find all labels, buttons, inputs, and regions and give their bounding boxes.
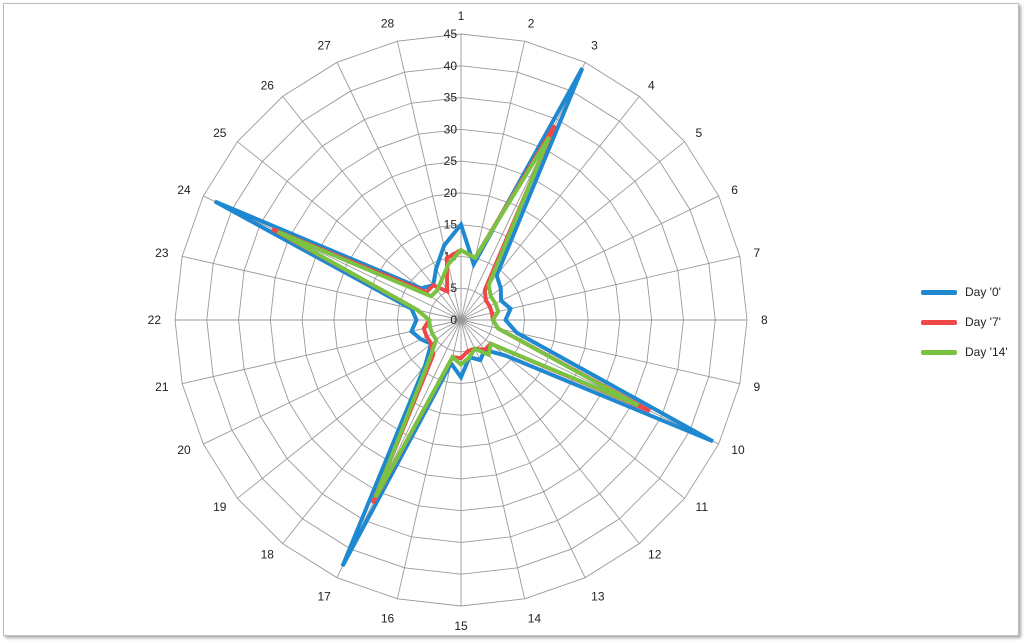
legend-swatch: [921, 289, 957, 295]
category-label: 23: [155, 246, 169, 260]
grid-spoke: [460, 319, 640, 544]
series-3: [276, 135, 640, 499]
category-label: 9: [753, 380, 760, 394]
category-label: 16: [381, 611, 395, 625]
radar-grid: [174, 33, 748, 607]
grid-spoke: [460, 195, 719, 321]
series-1: [213, 67, 714, 568]
category-label: 25: [213, 126, 227, 140]
legend-label: Day '14': [965, 345, 1008, 359]
grid-spoke: [460, 41, 526, 321]
legend-item: Day '0': [921, 285, 1001, 299]
legend-swatch: [921, 319, 957, 325]
grid-spoke: [460, 319, 719, 445]
series-line: [276, 135, 640, 499]
radial-tick-label: 0: [450, 313, 457, 327]
grid-spoke: [460, 319, 526, 599]
radial-tick-label: 40: [444, 59, 458, 73]
category-label: 2: [528, 17, 535, 31]
category-label: 15: [454, 619, 468, 633]
radial-tick-label: 30: [444, 122, 458, 136]
category-label: 26: [261, 78, 275, 92]
category-label: 28: [381, 17, 395, 31]
grid-spoke: [460, 319, 740, 385]
category-labels: 1234567891011121314151617181920212223242…: [148, 9, 768, 633]
category-label: 4: [648, 78, 655, 92]
category-label: 27: [317, 39, 331, 53]
legend-label: Day '7': [965, 315, 1001, 329]
category-label: 13: [591, 589, 605, 603]
grid-spoke: [460, 255, 740, 321]
legend-item: Day '7': [921, 315, 1001, 329]
grid-spoke: [182, 319, 462, 385]
grid-spoke: [282, 96, 462, 321]
category-label: 7: [753, 246, 760, 260]
grid-spoke: [460, 62, 586, 321]
category-label: 5: [696, 126, 703, 140]
category-label: 24: [177, 183, 191, 197]
grid-spoke: [203, 319, 462, 445]
grid-spoke: [460, 319, 586, 578]
category-label: 11: [696, 500, 709, 514]
category-label: 6: [731, 183, 738, 197]
category-label: 20: [177, 443, 191, 457]
legend-item: Day '14': [921, 345, 1008, 359]
series-line: [213, 67, 714, 568]
category-label: 12: [648, 548, 662, 562]
category-label: 19: [213, 500, 227, 514]
category-label: 8: [761, 313, 768, 327]
category-label: 10: [731, 443, 745, 457]
radial-tick-label: 45: [444, 27, 458, 41]
radial-tick-label: 15: [444, 218, 458, 232]
radial-tick-label: 5: [450, 281, 457, 295]
legend-label: Day '0': [965, 285, 1001, 299]
category-label: 18: [261, 548, 275, 562]
legend-swatch: [921, 349, 957, 355]
grid-spoke: [460, 141, 685, 321]
chart-frame: [3, 3, 1019, 636]
radial-tick-label: 20: [444, 186, 458, 200]
grid-spoke: [460, 319, 685, 499]
radial-tick-label: 35: [444, 91, 458, 105]
grid-spoke: [237, 319, 462, 499]
category-label: 17: [317, 589, 331, 603]
category-label: 22: [148, 313, 162, 327]
category-label: 14: [528, 611, 542, 625]
grid-spoke: [336, 62, 462, 321]
grid-spoke: [396, 41, 462, 321]
category-label: 21: [155, 380, 169, 394]
category-label: 3: [591, 39, 598, 53]
category-label: 1: [458, 9, 465, 23]
radial-tick-label: 25: [444, 154, 458, 168]
